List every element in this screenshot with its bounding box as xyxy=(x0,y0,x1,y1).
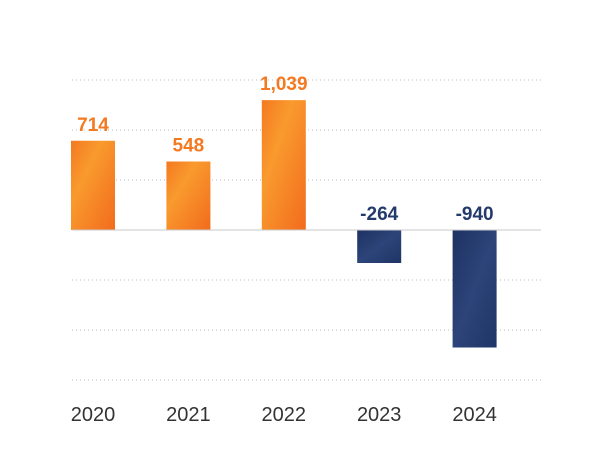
x-tick-2023: 2023 xyxy=(357,404,402,426)
data-label-2024: -940 xyxy=(456,204,494,225)
data-label-2020: 714 xyxy=(77,115,109,136)
bar-2023 xyxy=(357,230,402,263)
x-tick-2024: 2024 xyxy=(452,404,497,426)
bars xyxy=(71,100,497,348)
data-label-2023: -264 xyxy=(360,204,398,225)
bar-2020 xyxy=(71,140,115,230)
x-tick-2021: 2021 xyxy=(166,404,211,426)
bar-2021 xyxy=(166,161,211,230)
data-label-2021: 548 xyxy=(173,136,205,157)
data-labels: 714 548 1,039 -264 -940 xyxy=(77,74,493,225)
x-tick-2022: 2022 xyxy=(262,404,307,426)
x-tick-2020: 2020 xyxy=(71,404,116,426)
x-axis-tick-labels: 2020 2021 2022 2023 2024 xyxy=(71,404,497,426)
bar-2022 xyxy=(261,100,306,230)
data-label-2022: 1,039 xyxy=(260,74,308,95)
bar-2024 xyxy=(452,230,497,348)
